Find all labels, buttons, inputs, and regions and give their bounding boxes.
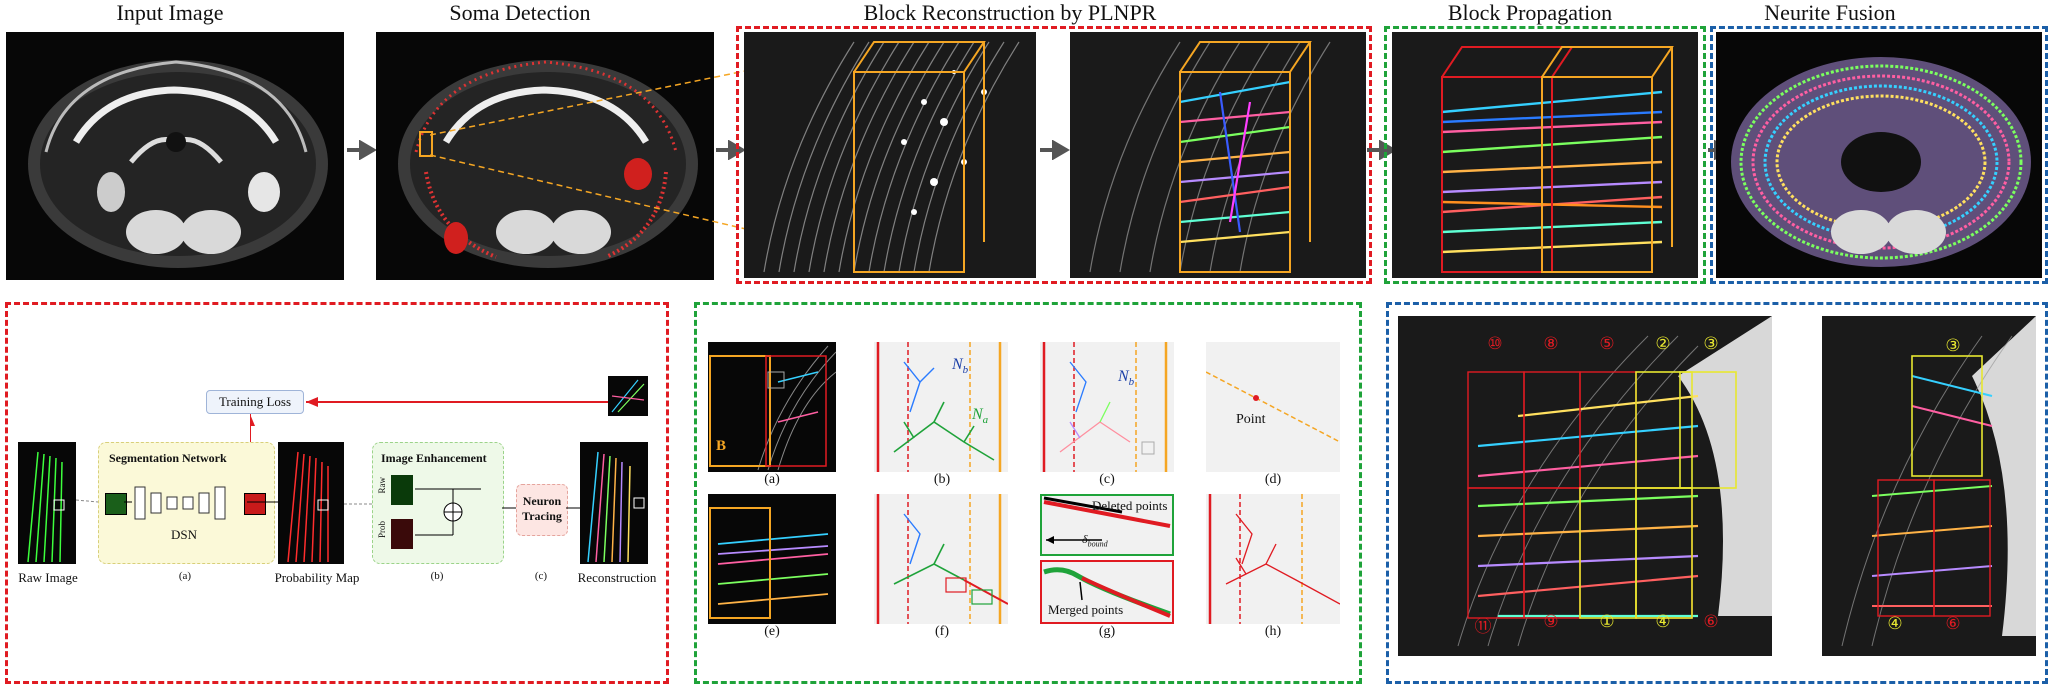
block-label-6: ⑥ bbox=[1703, 612, 1719, 631]
prob-label: Prob bbox=[377, 521, 387, 539]
pipeline-connectors bbox=[76, 499, 580, 509]
block-label-11: ⑪ bbox=[1474, 617, 1492, 636]
fusion-detail-left bbox=[1398, 316, 1772, 656]
arrow-1-icon bbox=[347, 140, 377, 160]
raw-thumb-small bbox=[391, 475, 413, 505]
block-label-10: ⑩ bbox=[1487, 334, 1503, 353]
neurite-fusion-image bbox=[1716, 32, 2042, 278]
output-cube-icon bbox=[244, 493, 266, 515]
raw-image-thumb bbox=[18, 442, 76, 564]
raw-image-label: Raw Image bbox=[18, 570, 78, 585]
prop-panel-h bbox=[1206, 494, 1341, 624]
input-cube-icon bbox=[105, 493, 127, 515]
prop-panel-d: Point bbox=[1205, 342, 1341, 472]
reconstruction-thumb bbox=[580, 442, 648, 564]
prob-thumb-small bbox=[391, 519, 413, 549]
probability-map-label: Probability Map bbox=[274, 570, 360, 585]
training-loss-box: Training Loss bbox=[206, 390, 304, 414]
block-label-1: ① bbox=[1599, 612, 1615, 631]
title-block-reconstruction: Block Reconstruction by PLNPR bbox=[863, 0, 1157, 25]
prop-panel-a: B bbox=[708, 342, 836, 472]
fusion-detail-frame bbox=[1386, 302, 2048, 684]
right-block-label-6: ⑥ bbox=[1945, 614, 1961, 633]
block-label-3: ③ bbox=[1703, 334, 1719, 353]
input-brain-image bbox=[6, 32, 344, 280]
probability-map-thumb bbox=[278, 442, 344, 564]
prop-sub-g: (g) bbox=[1098, 624, 1116, 639]
delta-bound-label: δbound bbox=[1082, 532, 1108, 549]
pipeline-sub-a: (a) bbox=[178, 570, 192, 582]
pipeline-sub-b: (b) bbox=[430, 570, 444, 582]
segmentation-network-label: Segmentation Network bbox=[109, 451, 227, 465]
deleted-points-label: Deleted points bbox=[1092, 498, 1168, 513]
right-block-label-4: ④ bbox=[1887, 614, 1903, 633]
block-label-5: ⑤ bbox=[1599, 334, 1615, 353]
reconstruction-label: Reconstruction bbox=[577, 570, 657, 585]
reconstruction-cube-thumb bbox=[608, 376, 648, 416]
dsn-label: DSN bbox=[170, 527, 197, 542]
training-loss-label: Training Loss bbox=[218, 394, 292, 409]
zoom-guide-lines bbox=[430, 69, 751, 231]
prop-sub-f: (f) bbox=[935, 624, 949, 639]
n-b-label-c: Nb bbox=[1118, 368, 1135, 389]
neuron-tracing-box: Neuron Tracing bbox=[516, 484, 568, 536]
prop-panel-g-bottom: Merged points bbox=[1040, 560, 1174, 624]
block-reconstruction-frame bbox=[736, 26, 1372, 284]
pipeline-sub-c: (c) bbox=[534, 570, 548, 582]
n-a-label: Na bbox=[972, 406, 989, 427]
block-label-8: ⑧ bbox=[1543, 334, 1559, 353]
block-reconstructed-image bbox=[1070, 32, 1366, 278]
block-label-9: ⑨ bbox=[1543, 612, 1559, 631]
merged-points-label: Merged points bbox=[1048, 602, 1124, 617]
block-b-label: B bbox=[716, 438, 727, 454]
block-raw-image bbox=[744, 32, 1036, 278]
title-input-image: Input Image bbox=[116, 0, 224, 25]
propagation-detail-frame bbox=[694, 302, 1362, 684]
prop-panel-e bbox=[708, 494, 836, 624]
prop-sub-c: (c) bbox=[1099, 472, 1115, 487]
title-block-propagation: Block Propagation bbox=[1447, 0, 1613, 25]
prop-sub-h: (h) bbox=[1264, 624, 1282, 639]
neuron-tracing-line2: Tracing bbox=[522, 509, 562, 523]
n-b-label: Nb bbox=[952, 356, 969, 377]
training-loss-arrows bbox=[250, 397, 620, 458]
prop-panel-b: Nb Na bbox=[874, 342, 1008, 472]
neuron-tracing-line1: Neuron bbox=[522, 494, 562, 508]
block-propagation-image bbox=[1392, 32, 1698, 278]
prop-panel-c: Nb bbox=[1040, 342, 1174, 472]
dsn-network-icon bbox=[134, 486, 226, 520]
soma-detection-image bbox=[376, 32, 714, 280]
fusion-detail-right bbox=[1822, 316, 2036, 656]
prop-sub-d: (d) bbox=[1264, 472, 1282, 487]
block-label-4: ④ bbox=[1655, 612, 1671, 631]
right-block-label-3: ③ bbox=[1945, 336, 1961, 355]
image-enhancement-label: Image Enhancement bbox=[381, 451, 487, 465]
prop-sub-a: (a) bbox=[764, 472, 780, 487]
pipeline-frame bbox=[5, 302, 669, 684]
image-enhancement-box: Image Enhancement Raw Prob bbox=[372, 442, 504, 564]
prop-panel-f bbox=[874, 494, 1009, 624]
prop-sub-e: (e) bbox=[764, 624, 780, 639]
point-label: Point bbox=[1236, 412, 1266, 427]
segmentation-network-box: Segmentation Network DSN bbox=[98, 442, 275, 564]
prop-panel-g-top: Deleted points δbound bbox=[1040, 494, 1174, 556]
block-label-2: ② bbox=[1655, 334, 1671, 353]
arrow-3-icon bbox=[1040, 140, 1070, 160]
neurite-fusion-frame bbox=[1710, 26, 2048, 284]
block-propagation-frame bbox=[1384, 26, 1706, 284]
sum-operator-icon bbox=[415, 488, 481, 536]
prop-sub-b: (b) bbox=[933, 472, 951, 487]
title-soma-detection: Soma Detection bbox=[449, 0, 591, 25]
title-neurite-fusion: Neurite Fusion bbox=[1764, 0, 1896, 25]
